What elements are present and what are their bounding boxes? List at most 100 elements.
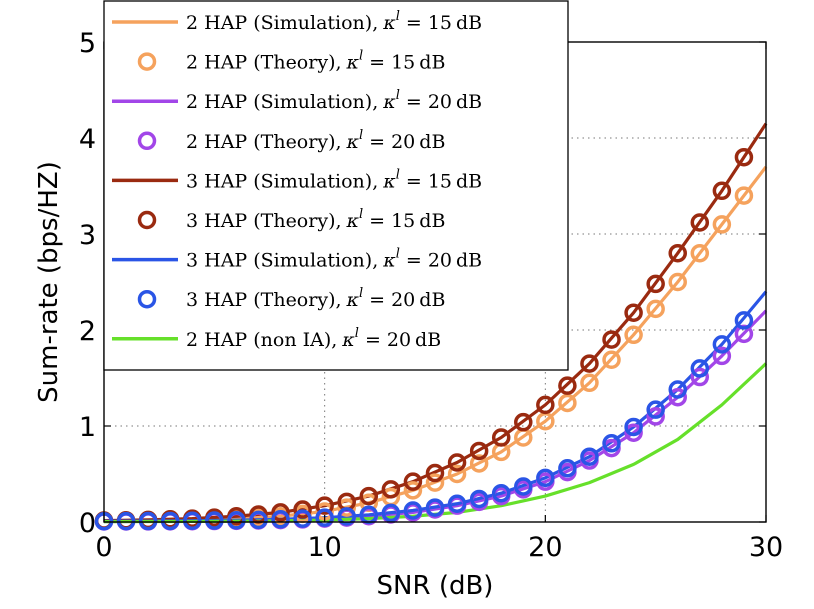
data-point: [293, 500, 312, 519]
series-line: [103, 362, 768, 524]
legend-entry: 3 HAP (Simulation), κl = 15 dB: [186, 167, 482, 192]
data-point: [558, 393, 577, 413]
legend-entry-prefix: 2 HAP (Theory),: [186, 52, 342, 74]
legend-superscript: l: [359, 286, 363, 301]
legend-entry: 2 HAP (Theory), κl = 20 dB: [186, 128, 445, 153]
legend-kappa: κ: [341, 329, 355, 351]
data-point: [116, 511, 136, 531]
data-point: [690, 213, 710, 232]
legend-entry: 2 HAP (Theory), κl = 15 dB: [186, 49, 445, 74]
legend-equals: =: [365, 329, 381, 351]
data-point: [425, 463, 445, 483]
legend-db-unit: dB: [456, 250, 482, 272]
y-tick-label: 5: [79, 28, 96, 59]
data-point: [712, 181, 732, 201]
legend-entry: 3 HAP (Simulation), κl = 20 dB: [186, 247, 482, 272]
legend-entry-prefix: 3 HAP (Theory),: [186, 210, 342, 232]
data-point: [425, 473, 445, 492]
data-point: [690, 367, 710, 387]
legend-superscript: l: [396, 88, 400, 103]
data-point: [138, 511, 158, 531]
data-point: [646, 299, 665, 319]
legend-box: [103, 0, 569, 371]
data-point: [734, 311, 754, 330]
data-point: [469, 489, 489, 509]
legend-entry-prefix: 3 HAP (Theory),: [186, 289, 342, 311]
data-point: [602, 434, 621, 453]
legend-entry-prefix: 2 HAP (Theory),: [186, 131, 342, 153]
legend-equals: =: [406, 91, 422, 113]
data-point: [469, 441, 489, 461]
data-point: [293, 509, 312, 528]
y-tick-label: 1: [79, 412, 96, 443]
legend-db-unit: dB: [456, 91, 482, 113]
legend-marker-sample: [137, 210, 157, 230]
legend-db-unit: dB: [415, 329, 441, 351]
x-tick-label: 10: [307, 532, 341, 563]
legend-superscript: l: [396, 247, 400, 262]
legend-equals: =: [369, 52, 385, 74]
legend-db-value: 20: [428, 250, 452, 272]
data-point: [403, 472, 423, 491]
data-point: [403, 481, 423, 500]
data-point: [712, 346, 732, 366]
data-point: [271, 510, 290, 529]
legend-db-unit: dB: [456, 170, 482, 192]
data-point: [403, 501, 423, 520]
y-axis-label: Sum-rate (bps/HZ): [34, 161, 64, 403]
data-point: [712, 335, 732, 354]
legend-entry: 3 HAP (Theory), κl = 20 dB: [186, 286, 445, 311]
series-layer: [94, 122, 768, 531]
legend-db-unit: dB: [419, 210, 445, 232]
data-point: [690, 243, 710, 263]
data-point: [712, 215, 732, 234]
data-point: [668, 243, 687, 263]
data-point: [337, 507, 356, 526]
legend-entry: 2 HAP (non IA), κl = 20 dB: [186, 326, 441, 351]
legend-db-unit: dB: [419, 131, 445, 153]
legend-superscript: l: [355, 326, 359, 341]
legend-marker-sample: [137, 289, 157, 309]
legend-entry-prefix: 3 HAP (Simulation),: [186, 170, 378, 192]
legend-equals: =: [369, 131, 385, 153]
data-point: [249, 510, 268, 530]
legend-kappa: κ: [346, 210, 360, 232]
legend-entry-prefix: 3 HAP (Simulation),: [186, 250, 378, 272]
data-point: [469, 454, 489, 473]
data-point: [160, 511, 180, 531]
data-point: [491, 428, 511, 447]
data-point: [690, 359, 710, 378]
legend-kappa: κ: [346, 289, 360, 311]
data-point: [624, 303, 643, 322]
axis-ticks: 0 10 20 30 0 1 2 3 4 5: [79, 28, 783, 563]
legend-superscript: l: [359, 49, 363, 64]
legend-kappa: κ: [382, 12, 396, 34]
legend-db-unit: dB: [419, 52, 445, 74]
data-point: [668, 380, 687, 399]
data-point: [668, 272, 687, 292]
x-tick-label: 0: [95, 532, 112, 563]
legend-entry: 2 HAP (Simulation), κl = 20 dB: [186, 88, 482, 113]
x-tick-label: 20: [528, 532, 562, 563]
data-point: [558, 376, 577, 395]
data-point: [536, 395, 555, 415]
data-point: [734, 186, 754, 205]
data-point: [536, 468, 555, 488]
data-point: [624, 417, 643, 437]
legend-entry: 2 HAP (Simulation), κl = 15 dB: [186, 9, 482, 34]
data-point: [580, 354, 599, 373]
data-point: [315, 508, 334, 527]
series-line: [103, 122, 768, 523]
legend-entry-prefix: 2 HAP (non IA),: [186, 329, 337, 351]
data-point: [315, 496, 334, 515]
data-point: [271, 503, 290, 522]
data-point: [514, 477, 533, 496]
legend-db-value: 15: [428, 12, 452, 34]
data-point: [447, 464, 467, 484]
data-point: [558, 458, 577, 478]
y-tick-label: 3: [79, 220, 96, 251]
legend-db-value: 20: [391, 289, 415, 311]
data-point: [624, 325, 643, 345]
legend: 2 HAP (Simulation), κl = 15 dB 2 HAP (Theory)…: [103, 0, 569, 371]
